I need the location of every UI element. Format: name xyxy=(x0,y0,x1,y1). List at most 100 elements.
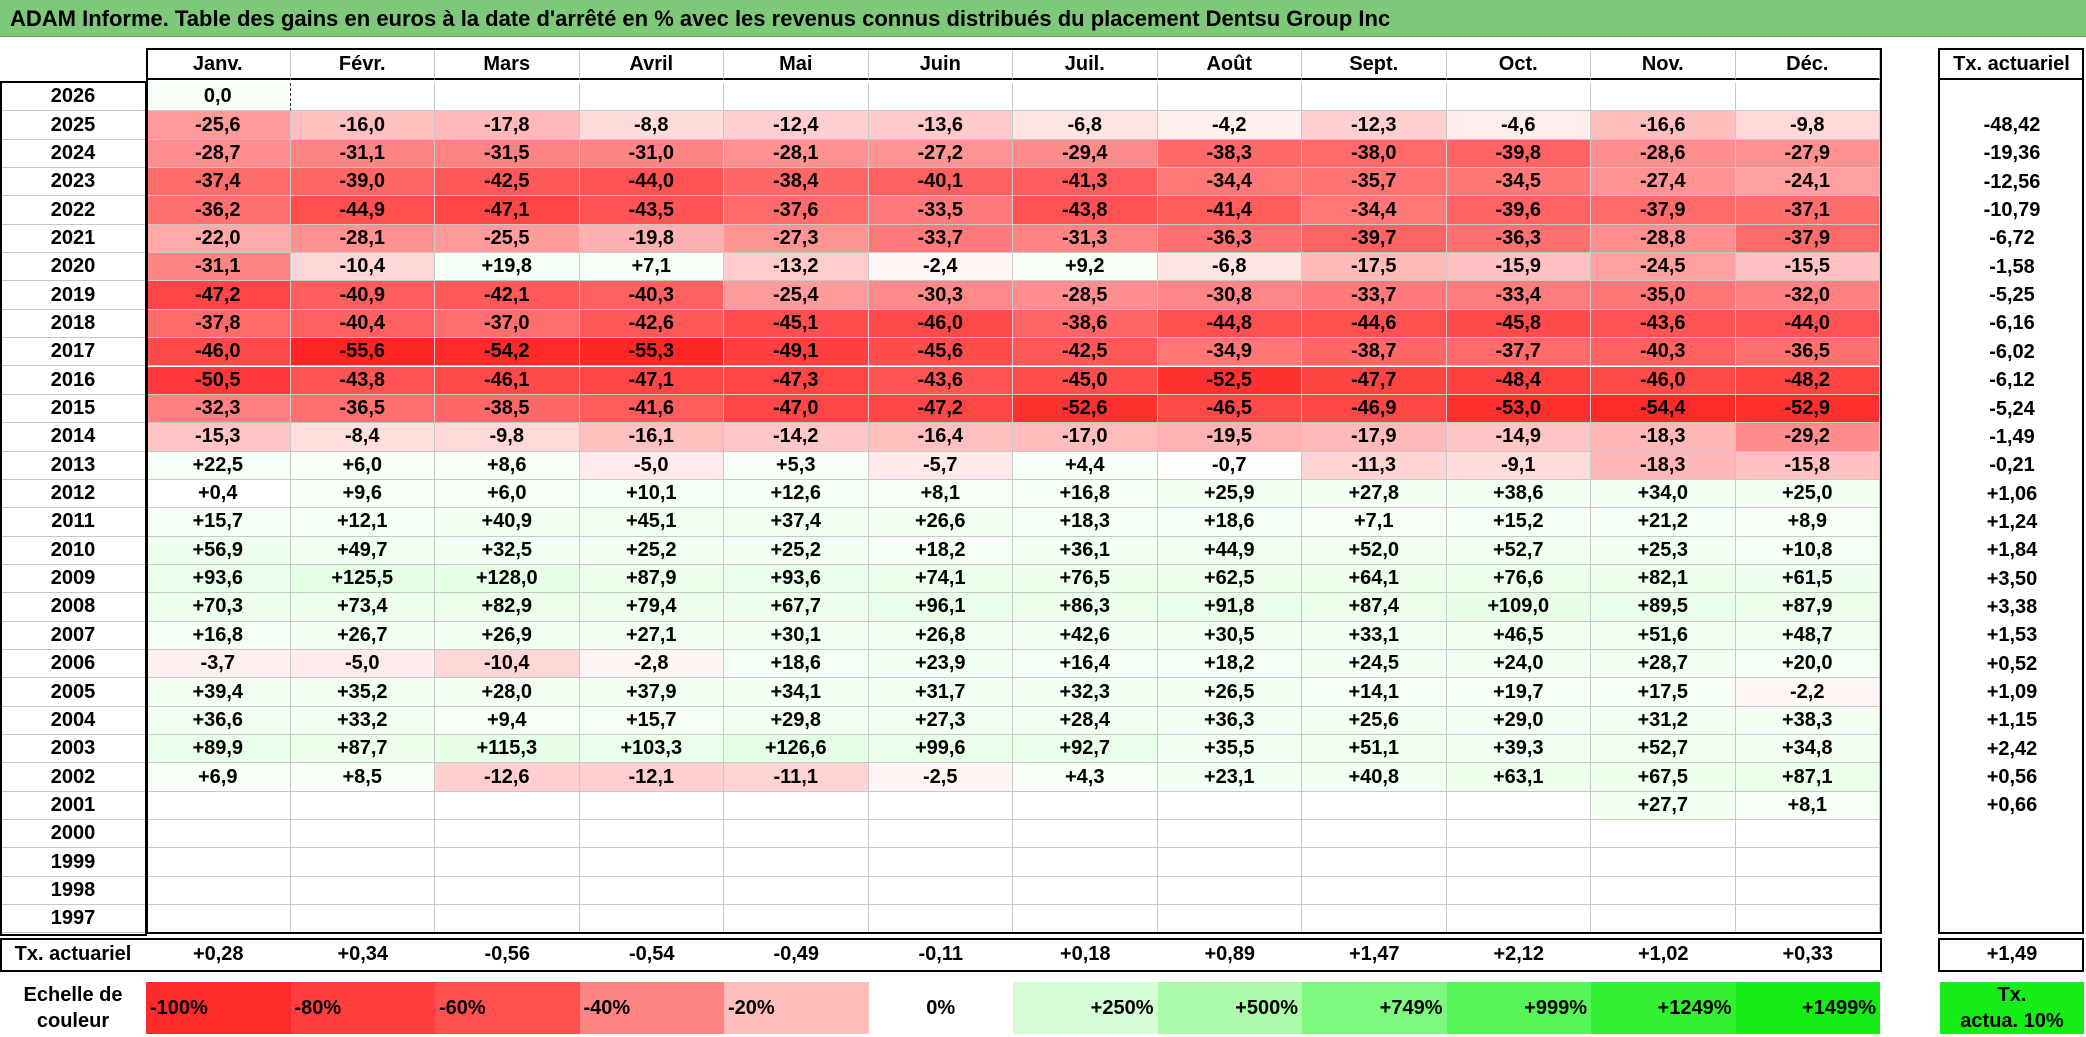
table-cell: +16,8 xyxy=(1013,479,1158,509)
table-cell xyxy=(1157,876,1302,906)
table-cell: +34,0 xyxy=(1591,479,1736,509)
table-cell: -30,8 xyxy=(1157,281,1302,310)
table-cell: +89,5 xyxy=(1591,593,1736,622)
table-cell: -27,3 xyxy=(724,224,869,254)
table-cell: -28,1 xyxy=(724,139,869,169)
legend-swatch: -20% xyxy=(724,982,869,1034)
table-cell: +128,0 xyxy=(435,564,580,594)
table-cell: -46,0 xyxy=(868,309,1013,339)
row-rate: -6,72 xyxy=(1989,227,2035,250)
table-cell xyxy=(1446,905,1591,934)
table-cell: +10,1 xyxy=(579,479,724,509)
table-cell: +40,9 xyxy=(435,508,580,537)
table-cell: -12,1 xyxy=(579,763,724,792)
table-cell: +76,6 xyxy=(1446,564,1591,594)
table-cell: -48,4 xyxy=(1446,366,1591,395)
table-cell xyxy=(290,905,435,934)
table-cell: -36,2 xyxy=(146,196,291,225)
table-cell: +61,5 xyxy=(1735,564,1880,594)
table-cell: +51,1 xyxy=(1302,735,1447,764)
table-cell: -41,3 xyxy=(1013,168,1158,197)
table-cell: -44,9 xyxy=(290,196,435,225)
table-cell: -43,5 xyxy=(579,196,724,225)
year-label: 2021 xyxy=(0,225,146,254)
table-cell: +16,4 xyxy=(1013,650,1158,679)
legend-swatch: -80% xyxy=(290,982,435,1034)
table-cell xyxy=(724,848,869,877)
rate-header: Tx. actuariel xyxy=(1940,50,2084,80)
table-cell: +27,7 xyxy=(1591,791,1736,821)
table-cell xyxy=(1591,820,1736,849)
table-cell: -5,7 xyxy=(868,451,1013,480)
table-cell: -44,6 xyxy=(1302,309,1447,339)
table-cell xyxy=(1446,876,1591,906)
row-rate: -6,12 xyxy=(1989,369,2035,392)
row-rate: +1,15 xyxy=(1986,709,2038,732)
table-cell: +27,8 xyxy=(1302,479,1447,509)
table-cell: +52,7 xyxy=(1591,735,1736,764)
table-cell: +21,2 xyxy=(1591,508,1736,537)
table-cell: -32,0 xyxy=(1735,281,1880,310)
table-cell xyxy=(1013,848,1158,877)
footer-value: +0,18 xyxy=(1059,943,1111,965)
table-cell: -16,6 xyxy=(1591,111,1736,140)
table-cell: +82,9 xyxy=(435,593,580,622)
month-header: Oct. xyxy=(1446,50,1591,80)
year-label: 2026 xyxy=(0,83,146,112)
table-cell: +5,3 xyxy=(724,451,869,480)
table-cell: -46,5 xyxy=(1157,394,1302,424)
year-label: 2024 xyxy=(0,140,146,169)
table-cell: -8,4 xyxy=(290,423,435,452)
year-label: 2010 xyxy=(0,537,146,565)
table-cell: -9,8 xyxy=(1735,111,1880,140)
table-cell: -12,6 xyxy=(435,763,580,792)
table-cell: +35,2 xyxy=(290,678,435,707)
table-cell: +38,3 xyxy=(1735,706,1880,736)
title-bar: ADAM Informe. Table des gains en euros à… xyxy=(0,0,2086,37)
table-cell xyxy=(1735,820,1880,849)
table-cell: +18,6 xyxy=(724,650,869,679)
year-label: 2000 xyxy=(0,820,146,849)
table-cell: +28,0 xyxy=(435,678,580,707)
table-cell: -43,8 xyxy=(1013,196,1158,225)
month-header: Déc. xyxy=(1735,50,1880,80)
table-cell: +25,0 xyxy=(1735,479,1880,509)
table-cell xyxy=(1302,791,1447,821)
table-cell: -25,4 xyxy=(724,281,869,310)
table-cell xyxy=(1735,876,1880,906)
table-cell: +36,6 xyxy=(146,706,291,736)
table-cell: -49,1 xyxy=(724,338,869,367)
table-cell: +18,2 xyxy=(1157,650,1302,679)
table-cell: -16,1 xyxy=(579,423,724,452)
table-cell: -29,2 xyxy=(1735,423,1880,452)
table-cell: -37,9 xyxy=(1735,224,1880,254)
table-cell: +19,7 xyxy=(1446,678,1591,707)
row-rate: +1,06 xyxy=(1986,482,2038,505)
table-cell: -41,6 xyxy=(579,394,724,424)
table-cell xyxy=(1302,905,1447,934)
table-cell: +29,8 xyxy=(724,706,869,736)
table-cell: +12,1 xyxy=(290,508,435,537)
table-cell: +91,8 xyxy=(1157,593,1302,622)
table-cell xyxy=(1446,820,1591,849)
table-cell xyxy=(146,848,291,877)
table-cell: -47,2 xyxy=(868,394,1013,424)
table-cell: -14,9 xyxy=(1446,423,1591,452)
footer-label: Tx. actuariel xyxy=(14,943,132,965)
table-cell: -47,1 xyxy=(435,196,580,225)
year-label: 2001 xyxy=(0,792,146,821)
table-cell: -13,6 xyxy=(868,111,1013,140)
table-cell: -45,8 xyxy=(1446,309,1591,339)
table-cell: +34,8 xyxy=(1735,735,1880,764)
legend-swatch: +1499% xyxy=(1735,982,1880,1034)
year-label: 2009 xyxy=(0,565,146,594)
row-rate: -1,58 xyxy=(1989,255,2035,278)
table-cell xyxy=(435,905,580,934)
table-cell xyxy=(1446,83,1591,112)
table-cell: -48,2 xyxy=(1735,366,1880,395)
month-header: Janv. xyxy=(146,50,291,80)
table-cell: -39,6 xyxy=(1446,196,1591,225)
table-cell: -28,8 xyxy=(1591,224,1736,254)
table-cell: -46,0 xyxy=(1591,366,1736,395)
table-cell: -38,4 xyxy=(724,168,869,197)
